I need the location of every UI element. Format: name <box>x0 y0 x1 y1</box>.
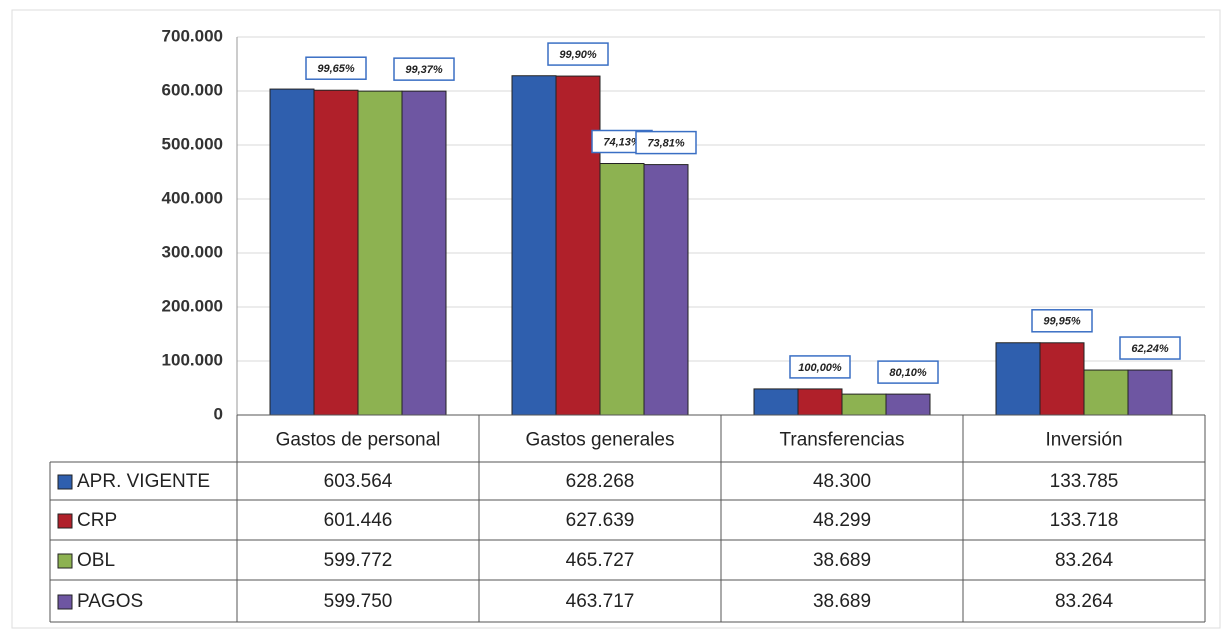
y-tick-label: 200.000 <box>162 296 223 315</box>
annotation: 99,95% <box>1043 316 1081 328</box>
annotation-box <box>877 360 939 384</box>
y-tick-label: 600.000 <box>162 80 223 99</box>
bar <box>555 75 601 416</box>
annotation: 62,24% <box>1131 343 1169 355</box>
annotation: 99,90% <box>559 49 597 61</box>
bar <box>995 342 1041 416</box>
bar <box>885 393 931 416</box>
table-value: 38.689 <box>813 550 871 571</box>
table-value: 601.446 <box>324 510 393 531</box>
table-value: 133.785 <box>1050 471 1119 492</box>
bar <box>1083 369 1129 416</box>
bar <box>643 164 689 416</box>
bar <box>1039 342 1085 416</box>
y-tick-label: 300.000 <box>162 242 223 261</box>
table-value: 628.268 <box>566 471 635 492</box>
legend-swatch <box>57 553 73 569</box>
y-tick-label: 400.000 <box>162 188 223 207</box>
legend-label: OBL <box>77 550 115 571</box>
table-value: 38.689 <box>813 591 871 612</box>
annotation: 74,13% <box>603 136 641 148</box>
table-value: 83.264 <box>1055 550 1114 571</box>
table-value: 48.300 <box>813 471 871 492</box>
annotation: 73,81% <box>647 137 685 149</box>
legend-label: CRP <box>77 510 117 531</box>
bar <box>401 90 447 416</box>
bar <box>313 89 359 416</box>
x-tick-label: Gastos generales <box>526 430 675 451</box>
table-value: 83.264 <box>1055 591 1114 612</box>
annotation: 100,00% <box>798 362 842 374</box>
bar <box>797 388 843 416</box>
table-value: 599.750 <box>324 591 393 612</box>
y-tick-label: 500.000 <box>162 134 223 153</box>
bar <box>841 393 887 416</box>
bar <box>357 90 403 416</box>
table-value: 463.717 <box>566 591 635 612</box>
legend-swatch <box>57 474 73 490</box>
table-value: 603.564 <box>324 471 393 492</box>
annotation: 80,10% <box>889 367 927 379</box>
table-value: 133.718 <box>1050 510 1119 531</box>
y-tick-label: 700.000 <box>162 26 223 45</box>
legend-swatch <box>57 513 73 529</box>
table-value: 465.727 <box>566 550 635 571</box>
y-tick-label: 0 <box>214 404 223 423</box>
annotation-box <box>1119 336 1181 360</box>
annotation-box <box>547 42 609 66</box>
legend-label: PAGOS <box>77 591 143 612</box>
annotation: 99,37% <box>405 64 443 76</box>
annotation: 99,65% <box>317 63 355 75</box>
annotation-box <box>393 57 455 81</box>
table-value: 599.772 <box>324 550 393 571</box>
x-tick-label: Transferencias <box>780 430 905 451</box>
y-tick-label: 100.000 <box>162 350 223 369</box>
legend-swatch <box>57 594 73 610</box>
bar <box>511 75 557 416</box>
annotation-box <box>635 130 697 155</box>
bar <box>599 163 645 416</box>
legend-label: APR. VIGENTE <box>77 471 210 492</box>
annotation-box <box>1031 309 1093 333</box>
annotation-box <box>305 56 367 80</box>
table-value: 48.299 <box>813 510 871 531</box>
bar <box>753 388 799 416</box>
x-tick-label: Inversión <box>1045 430 1122 451</box>
x-tick-label: Gastos de personal <box>276 430 441 451</box>
bar <box>1127 369 1173 416</box>
bar <box>269 88 315 416</box>
annotation-box <box>789 355 851 379</box>
table-value: 627.639 <box>566 510 635 531</box>
